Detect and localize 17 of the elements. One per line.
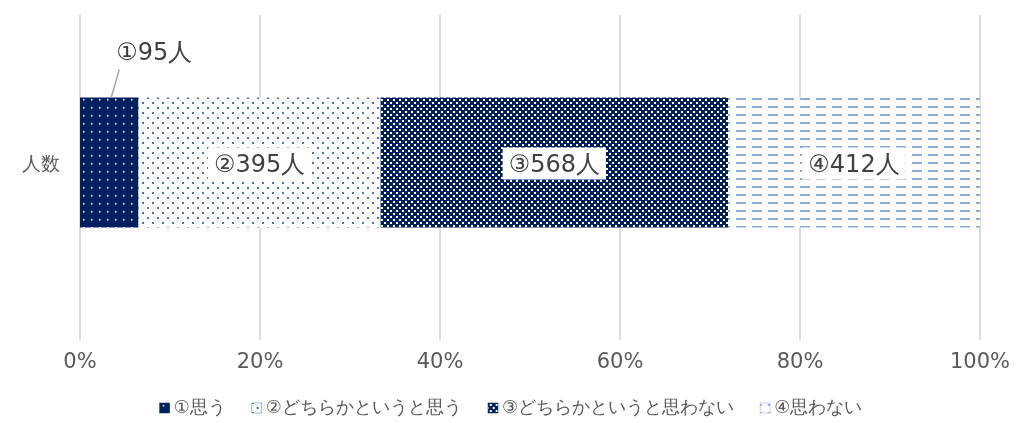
- legend-label: ①思う: [173, 396, 226, 417]
- data-label: ③568人: [508, 149, 600, 178]
- legend-label: ④思わない: [774, 396, 863, 417]
- x-tick-label: 60%: [596, 349, 644, 373]
- x-tick-label: 0%: [63, 349, 97, 373]
- data-label: ②395人: [213, 149, 306, 178]
- legend-label: ③どちらかというと思わない: [502, 396, 735, 417]
- bar: [728, 97, 980, 228]
- legend-label: ②どちらかというと思う: [265, 396, 462, 417]
- x-tick-label: 40%: [416, 349, 464, 373]
- data-label: ①95人: [116, 37, 193, 66]
- bar: [80, 97, 139, 228]
- x-tick-label: 80%: [776, 349, 824, 373]
- data-label: ④412人: [808, 149, 900, 178]
- y-tick-label: 人数: [22, 151, 60, 174]
- x-tick-label: 100%: [949, 349, 1011, 373]
- x-tick-label: 20%: [236, 349, 284, 373]
